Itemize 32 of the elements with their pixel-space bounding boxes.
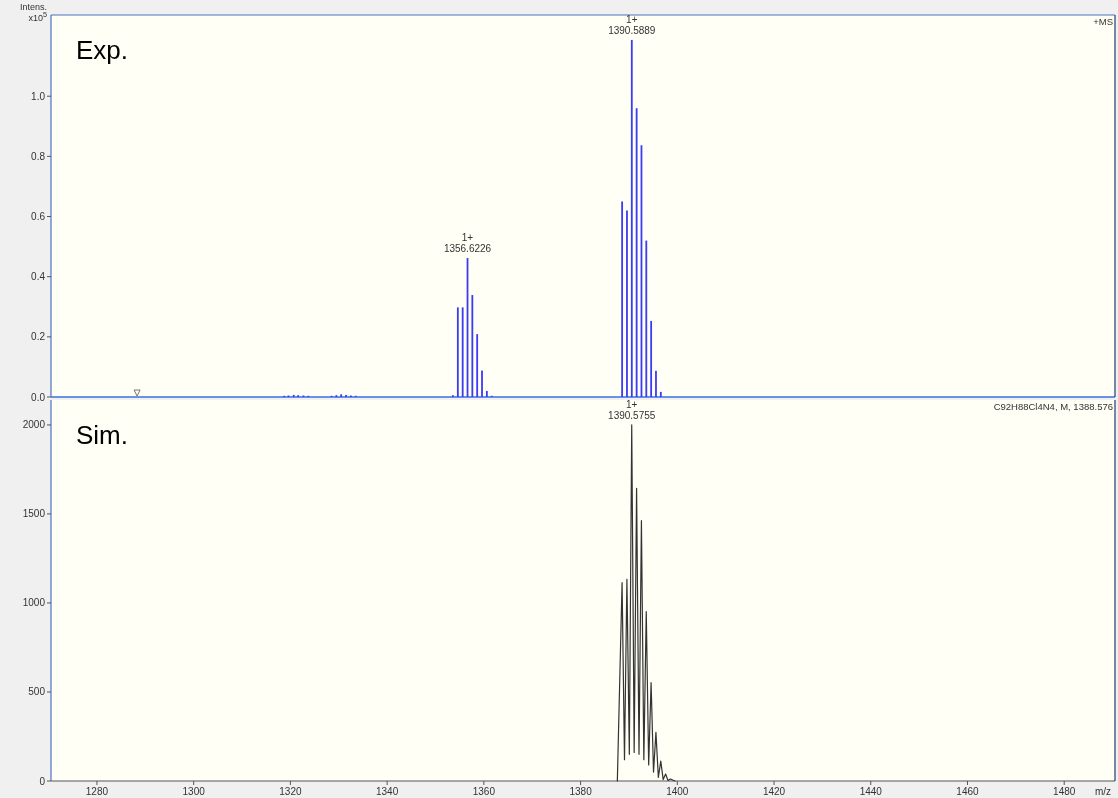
annotation: 1+ 1390.5889 [608,13,656,36]
annotation: 1+ 1390.5755 [608,398,656,421]
y-tick-label: 1500 [22,508,46,520]
x-tick-label: 1420 [762,786,786,797]
y-tick-label: 0.0 [31,391,46,403]
line-series [616,424,676,782]
x-tick-label: 1280 [85,786,109,797]
x-tick-label: 1340 [376,786,399,797]
y-tick-label: 500 [28,686,46,698]
x-tick-label: 1400 [666,786,689,797]
annotation: 1+ 1356.6226 [443,232,492,255]
y-tick-label: 0.2 [31,331,46,343]
x-tick-label: 1300 [182,786,206,797]
y-axis-title: Intens. x10$^{5}$ [19,2,47,23]
y-tick-label: 0 [39,775,46,787]
x-axis-title: m/z [1094,786,1111,797]
x-tick-label: 1380 [569,786,593,797]
y-tick-label: 2000 [22,419,46,431]
x-tick-label: 1360 [472,786,496,797]
x-tick-label: 1440 [859,786,883,797]
y-tick-label: 0.6 [31,211,46,223]
x-tick-label: 1480 [1053,786,1076,797]
annotation: Exp. [76,35,129,65]
y-tick-label: 1000 [22,597,46,609]
y-tick-label: 1.0 [31,90,46,102]
x-tick-label: 1460 [956,786,980,797]
y-tick-label: 0.8 [31,150,46,162]
annotation: C92H88Cl4N4, M, 1388.576 [993,401,1113,412]
x-tick-label: 1320 [279,786,302,797]
y-tick-label: 0.4 [31,271,46,283]
annotation: +MS [1093,16,1113,27]
annotation: Sim. [76,420,128,450]
